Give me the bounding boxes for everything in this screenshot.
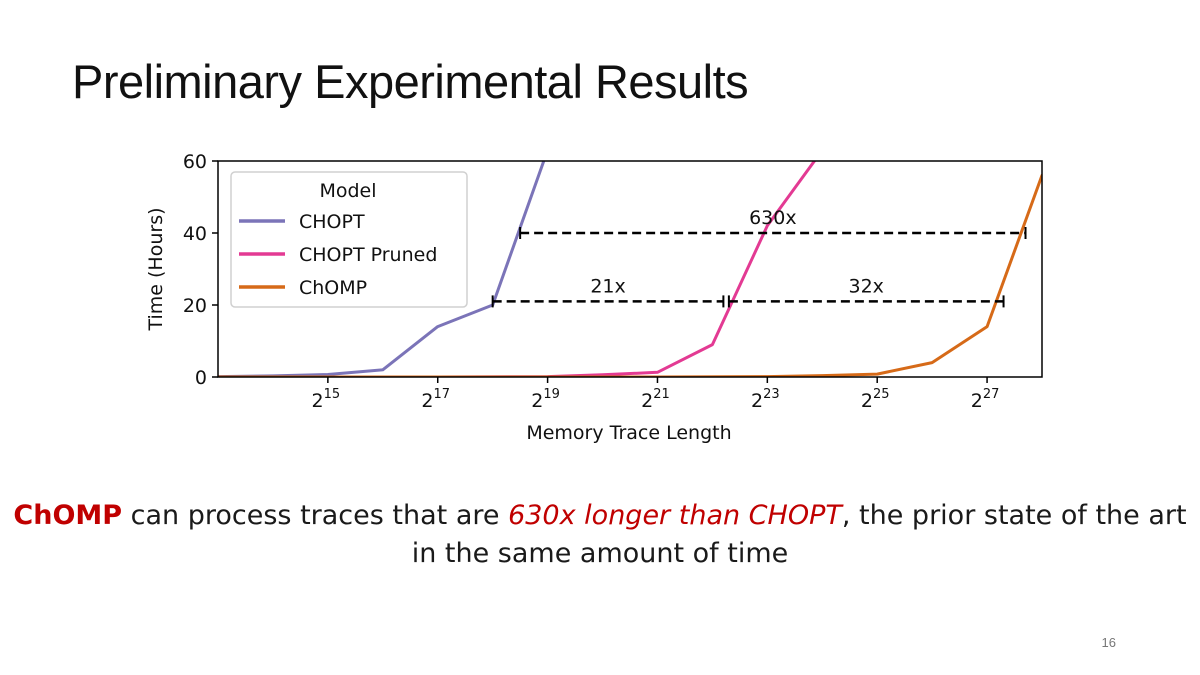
slide-title: Preliminary Experimental Results [72, 55, 749, 108]
page-number: 16 [1101, 635, 1116, 650]
annotation-label: 32x [849, 275, 884, 297]
caption-highlight-chomp: ChOMP [13, 500, 123, 531]
chart-axes: 0 20 40 60 215 217 219 221 223 225 227 Memory Trace… [145, 151, 1043, 444]
legend-box [230, 171, 468, 308]
x-tick-label: 217 [421, 387, 450, 412]
legend-entry: ChOMP [299, 277, 367, 299]
caption-text-2: , the prior state of the art in the same… [411, 500, 1187, 569]
series-line-chopt-pruned [218, 161, 817, 377]
x-tick-label: 225 [861, 387, 890, 412]
y-tick-label: 20 [183, 295, 207, 317]
y-tick-label: 40 [183, 223, 207, 245]
legend-entry: CHOPT Pruned [299, 244, 437, 266]
chart-legend: Model CHOPT CHOPT Pruned ChOMP [230, 171, 468, 308]
annotation-32x: 32x [727, 275, 1005, 308]
annotation-630x: 630x [519, 207, 1027, 239]
legend-entry: CHOPT [299, 211, 365, 233]
x-tick-label: 219 [531, 387, 560, 412]
slide-caption: ChOMP can process traces that are 630x l… [0, 497, 1200, 573]
x-tick-label: 223 [751, 387, 780, 412]
legend-title: Model [319, 180, 376, 202]
y-axis-label: Time (Hours) [145, 207, 167, 331]
x-axis-label: Memory Trace Length [526, 422, 731, 444]
annotation-21x: 21x [491, 275, 725, 308]
caption-highlight-630x: 630x longer than CHOPT [508, 500, 842, 531]
caption-text-1: can process traces that are [122, 500, 509, 531]
x-tick-label: 221 [641, 387, 670, 412]
annotation-label: 21x [590, 275, 625, 297]
y-tick-label: 60 [183, 151, 207, 173]
chart-annotations: 630x 21x 32x [491, 207, 1027, 308]
annotation-label: 630x [749, 207, 797, 229]
x-tick-label: 215 [312, 387, 341, 412]
x-tick-label: 227 [971, 387, 1000, 412]
y-tick-label: 0 [195, 367, 207, 389]
plot-frame [217, 160, 1043, 378]
